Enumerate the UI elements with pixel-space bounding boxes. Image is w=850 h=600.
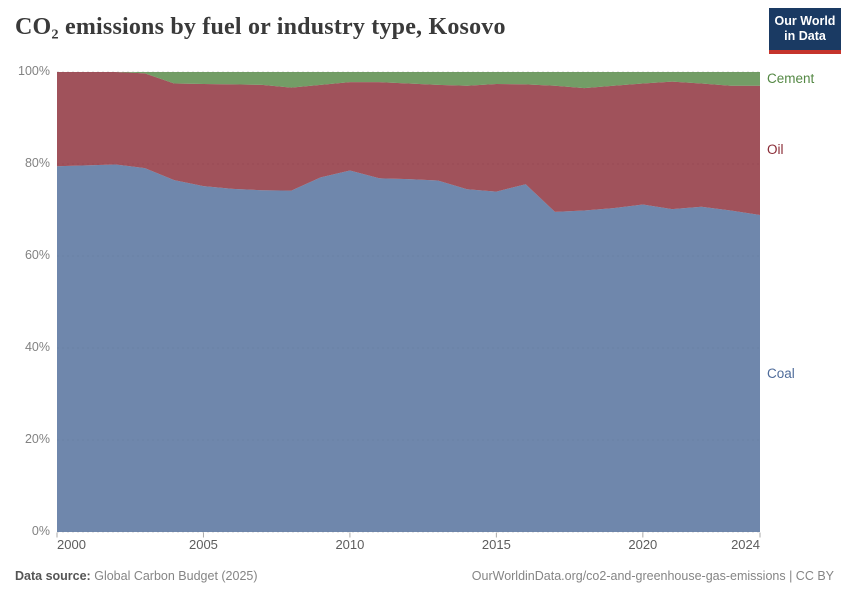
x-tick-label-2024: 2024: [731, 537, 760, 552]
x-tick-label-2020: 2020: [628, 537, 658, 552]
logo-line-1: Our World: [774, 14, 836, 28]
data-source-value: Global Carbon Budget (2025): [94, 569, 258, 583]
y-tick-label-80%: 80%: [24, 156, 50, 170]
x-tick-label-2000: 2000: [57, 537, 86, 552]
x-tick-label-2005: 2005: [188, 537, 218, 552]
stacked-area-plot[interactable]: [56, 71, 761, 540]
credit-link[interactable]: OurWorldinData.org/co2-and-greenhouse-ga…: [471, 569, 834, 583]
x-tick-label-2015: 2015: [481, 537, 511, 552]
data-source-text: Data source: Global Carbon Budget (2025): [15, 569, 258, 587]
area-coal[interactable]: [57, 164, 760, 532]
series-label-oil: Oil: [767, 142, 784, 158]
y-tick-label-20%: 20%: [24, 432, 50, 446]
logo-line-2: in Data: [784, 29, 826, 43]
area-oil[interactable]: [57, 72, 760, 216]
y-tick-label-100%: 100%: [18, 64, 50, 78]
y-tick-label-0%: 0%: [31, 524, 50, 538]
chart-footer: Data source: Global Carbon Budget (2025)…: [15, 569, 834, 587]
series-label-coal: Coal: [767, 365, 795, 381]
series-label-cement: Cement: [767, 70, 815, 86]
y-tick-label-40%: 40%: [24, 340, 50, 354]
page-title: CO₂ emissions by fuel or industry type, …: [15, 14, 506, 40]
x-tick-label-2010: 2010: [335, 537, 365, 552]
data-source-label: Data source:: [15, 569, 91, 583]
y-tick-label-60%: 60%: [24, 248, 50, 262]
area-cement[interactable]: [57, 72, 760, 89]
owid-logo: Our World in Data: [769, 8, 841, 54]
